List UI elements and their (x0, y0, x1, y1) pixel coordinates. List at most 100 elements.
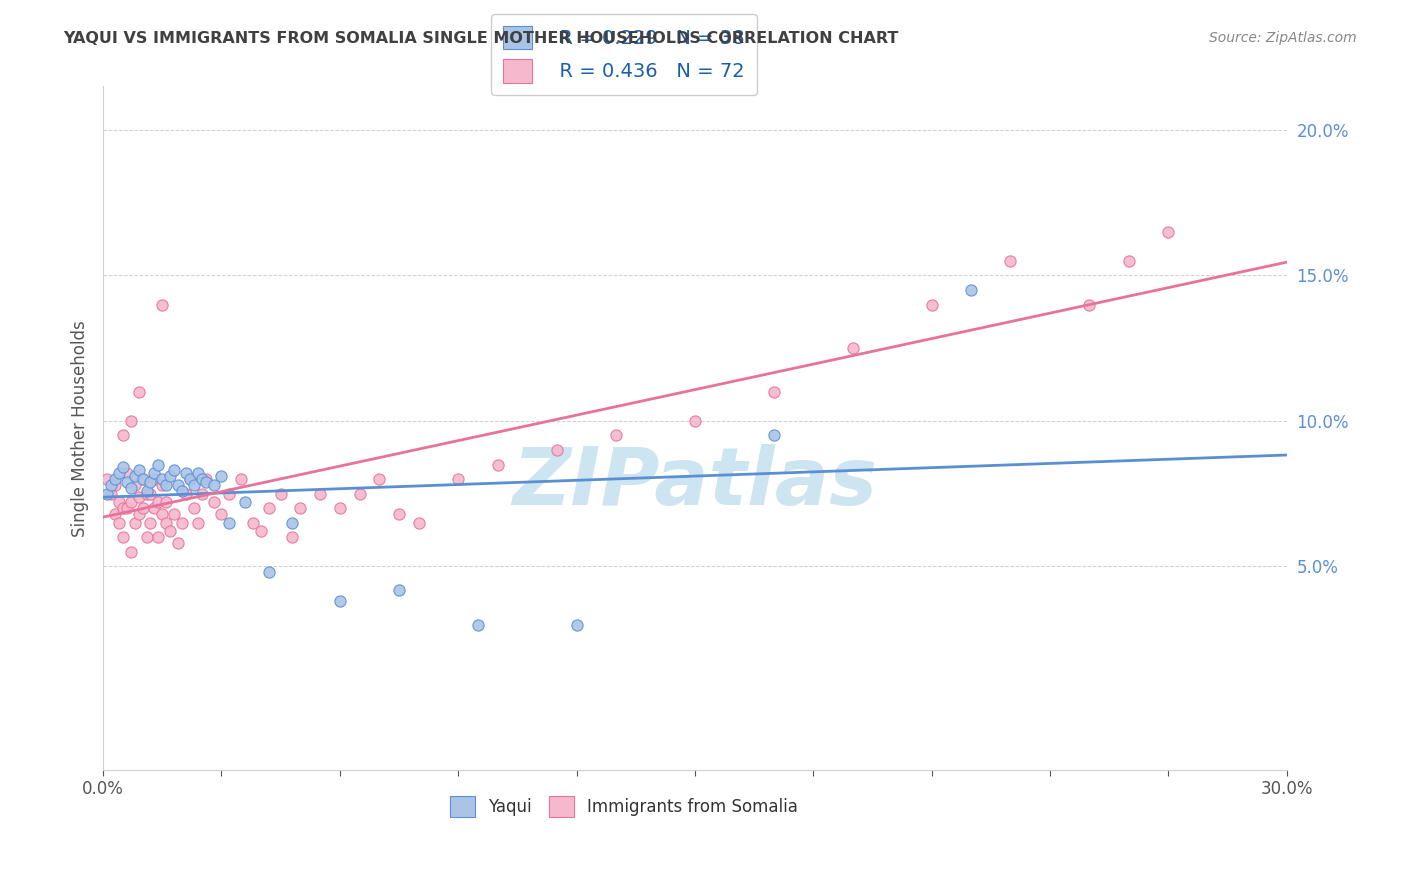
Point (257, 565, 280, 579)
Point (486, 458, 509, 472)
Point (143, 467, 166, 481)
Point (194, 475, 217, 489)
Point (143, 472, 166, 486)
Y-axis label: Single Mother Households: Single Mother Households (72, 320, 89, 537)
Point (218, 516, 240, 530)
Point (120, 495, 142, 509)
Point (100, 478, 122, 492)
Point (762, 428, 785, 442)
Point (231, 472, 253, 486)
Point (194, 472, 217, 486)
Point (257, 501, 280, 516)
Point (139, 486, 162, 500)
Point (148, 458, 170, 472)
Point (233, 495, 256, 509)
Point (1078, 297, 1101, 311)
Point (190, 486, 212, 500)
Point (179, 472, 201, 486)
Point (290, 501, 312, 516)
Point (131, 472, 153, 486)
Point (408, 516, 430, 530)
Point (170, 483, 193, 498)
Point (202, 495, 225, 509)
Point (1000, 253, 1022, 268)
Point (190, 472, 212, 486)
Point (250, 524, 273, 539)
Point (104, 478, 127, 492)
Point (349, 486, 371, 500)
Point (183, 501, 205, 516)
Point (150, 472, 173, 486)
Point (120, 414, 142, 428)
Point (202, 478, 225, 492)
Point (120, 481, 142, 495)
Point (329, 594, 352, 608)
Point (174, 467, 197, 481)
Point (921, 297, 943, 311)
Point (143, 501, 166, 516)
Point (104, 507, 127, 521)
Point (841, 341, 863, 355)
Point (447, 472, 470, 486)
Point (309, 486, 332, 500)
Point (960, 283, 983, 297)
Point (159, 524, 181, 539)
Point (270, 486, 292, 500)
Point (108, 516, 131, 530)
Point (605, 428, 627, 442)
Point (96, 486, 118, 500)
Point (108, 495, 131, 509)
Point (187, 467, 209, 481)
Point (1118, 253, 1140, 268)
Point (167, 478, 190, 492)
Point (135, 530, 157, 544)
Point (281, 530, 304, 544)
Point (139, 516, 162, 530)
Point (148, 530, 170, 544)
Point (96, 472, 118, 486)
Point (242, 516, 264, 530)
Point (368, 472, 391, 486)
Point (211, 507, 233, 521)
Point (111, 501, 134, 516)
Point (179, 472, 201, 486)
Point (1157, 225, 1180, 239)
Point (163, 507, 186, 521)
Point (218, 486, 240, 500)
Point (150, 507, 173, 521)
Point (170, 516, 193, 530)
Point (115, 467, 138, 481)
Point (120, 545, 142, 559)
Point (124, 478, 146, 492)
Point (281, 516, 304, 530)
Point (100, 486, 122, 500)
Point (155, 478, 177, 492)
Point (115, 501, 138, 516)
Point (128, 490, 150, 504)
Point (155, 495, 177, 509)
Point (131, 501, 153, 516)
Point (163, 463, 186, 477)
Point (111, 530, 134, 544)
Point (135, 486, 157, 500)
Point (135, 483, 157, 498)
Point (167, 536, 190, 550)
Point (128, 463, 150, 477)
Point (124, 469, 146, 483)
Point (111, 460, 134, 475)
Point (762, 384, 785, 399)
Point (546, 442, 568, 457)
Point (115, 475, 138, 489)
Point (329, 501, 352, 516)
Point (467, 617, 489, 632)
Text: Source: ZipAtlas.com: Source: ZipAtlas.com (1209, 31, 1357, 45)
Point (148, 495, 170, 509)
Point (128, 507, 150, 521)
Point (124, 516, 146, 530)
Point (128, 384, 150, 399)
Point (388, 507, 411, 521)
Point (155, 516, 177, 530)
Point (388, 582, 411, 597)
Point (159, 469, 181, 483)
Point (683, 414, 706, 428)
